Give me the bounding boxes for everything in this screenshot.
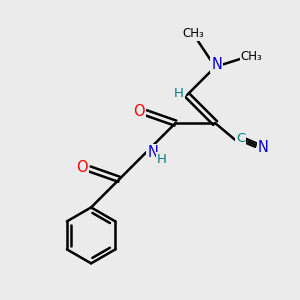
Text: O: O	[133, 104, 144, 119]
Text: N: N	[258, 140, 269, 155]
Text: CH₃: CH₃	[182, 27, 204, 40]
Text: CH₃: CH₃	[241, 50, 262, 63]
Text: O: O	[76, 160, 88, 175]
Text: C: C	[236, 132, 245, 145]
Text: N: N	[147, 145, 158, 160]
Text: H: H	[157, 153, 167, 166]
Text: H: H	[174, 87, 184, 100]
Text: N: N	[211, 57, 222, 72]
